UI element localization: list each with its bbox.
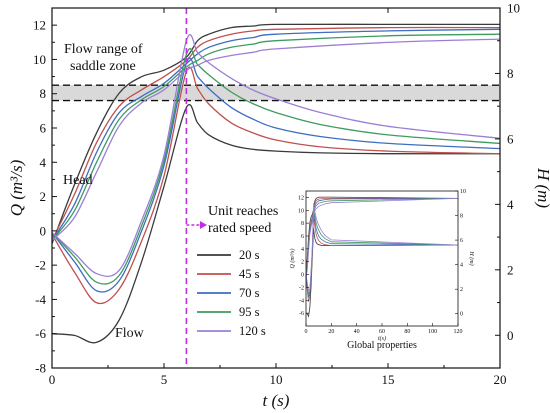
inset-title: Global properties	[347, 340, 417, 351]
y-left-tick-label: -2	[35, 258, 46, 273]
inset-x-tick-label: 120	[454, 329, 463, 335]
annotation-flow-range-line2: saddle zone	[70, 59, 136, 74]
flow-line-series-0	[51, 104, 501, 344]
x-tick-label: 10	[270, 372, 283, 387]
inset-y-left-axis-title: Q (m³/s)	[289, 249, 296, 269]
x-tick-label: 20	[494, 372, 507, 387]
legend-label-series-3: 95 s	[239, 305, 260, 319]
inset-y-left-tick-label: -2	[299, 285, 304, 291]
annotation-flow: Flow	[115, 326, 145, 341]
inset-y-right-tick-label: 0	[460, 312, 463, 318]
inset-y-left-tick-label: 6	[301, 234, 304, 240]
y-left-tick-label: 12	[33, 18, 46, 33]
rated-speed-arrowhead	[200, 221, 207, 229]
inset-x-tick-label: 40	[354, 329, 360, 335]
inset-x-tick-label: 100	[428, 329, 437, 335]
inset-y-left-tick-label: 12	[298, 195, 304, 201]
y-left-tick-label: 4	[40, 155, 47, 170]
series-layer	[51, 8, 501, 368]
inset-y-left-tick-label: 8	[301, 221, 304, 227]
annotation-rated-speed-line1: Unit reaches	[208, 204, 278, 219]
legend-label-series-0: 20 s	[239, 248, 260, 262]
annotation-rated-speed-line2: rated speed	[208, 221, 271, 236]
annotation-head: Head	[63, 173, 93, 188]
inset-y-left-tick-label: -4	[299, 298, 304, 304]
y-left-axis-title: Q (m³/s)	[7, 159, 26, 216]
inset-x-tick-label: 80	[404, 329, 410, 335]
y-left-tick-label: 10	[33, 52, 46, 67]
legend-label-series-2: 70 s	[239, 286, 260, 300]
legend-label-series-1: 45 s	[239, 267, 260, 281]
inset-y-left-tick-label: -6	[299, 311, 304, 317]
inset-flow-line-3	[305, 208, 459, 296]
head-line-series-4	[51, 38, 501, 241]
flow-line-series-4	[51, 34, 501, 278]
y-right-tick-label: 6	[507, 131, 514, 146]
y-left-tick-label: -8	[35, 361, 46, 376]
inset-flow-line-1	[305, 214, 459, 302]
inset-flow-line-4	[305, 203, 459, 292]
y-right-tick-label: 0	[507, 328, 514, 343]
labels-layer: Flow range of saddle zone Head Flow Unit rea…	[63, 42, 278, 341]
inset-y-right-tick-label: 2	[460, 287, 463, 293]
inset-x-tick-label: 0	[305, 329, 308, 335]
y-right-tick-label: 10	[507, 1, 520, 16]
x-tick-label: 5	[161, 372, 168, 387]
inset-flow-line-2	[305, 211, 459, 298]
inset-y-left-tick-label: 0	[301, 273, 304, 279]
x-axis-title: t (s)	[263, 391, 290, 410]
x-tick-label: 0	[49, 372, 56, 387]
legend-label-series-4: 120 s	[239, 324, 266, 338]
inset-y-right-axis-title: H (m)	[468, 250, 475, 265]
y-right-tick-label: 2	[507, 262, 514, 277]
y-right-tick-label: 8	[507, 66, 514, 81]
head-line-series-2	[51, 28, 501, 241]
inset-chart: 0 20 40 60 80 100 120-6-4-20246810120246810t(s…	[288, 185, 480, 351]
y-left-tick-label: 8	[40, 86, 47, 101]
inset-x-tick-label: 20	[328, 329, 334, 335]
inset-flow-line-0	[305, 228, 459, 318]
head-line-series-0	[51, 23, 500, 244]
inset-y-left-tick-label: 2	[301, 260, 304, 266]
y-left-tick-label: 0	[40, 223, 47, 238]
flow-line-series-1	[51, 66, 501, 305]
head-line-series-3	[51, 33, 501, 241]
inset-head-line-4	[305, 198, 459, 279]
inset-y-right-tick-label: 10	[460, 189, 466, 195]
y-left-tick-label: -6	[35, 326, 46, 341]
y-left-tick-label: 2	[40, 189, 47, 204]
flow-line-series-2	[51, 57, 501, 293]
x-tick-label: 15	[382, 372, 395, 387]
inset-y-left-tick-label: 10	[298, 208, 304, 214]
y-right-axis-title: H (m)	[534, 167, 550, 208]
y-right-tick-label: 4	[507, 197, 514, 212]
inset-background	[288, 185, 480, 350]
inset-y-right-tick-label: 8	[460, 214, 463, 220]
y-left-tick-label: -4	[35, 292, 46, 307]
inset-x-axis-title: t(s)	[378, 335, 386, 342]
y-left-tick-label: 6	[40, 121, 47, 136]
annotation-flow-range-line1: Flow range of	[64, 42, 143, 57]
inset-x-tick-label: 60	[379, 329, 385, 335]
inset-y-left-tick-label: 4	[301, 247, 304, 253]
inset-y-right-tick-label: 6	[460, 238, 463, 244]
inset-y-right-tick-label: 4	[460, 263, 463, 269]
